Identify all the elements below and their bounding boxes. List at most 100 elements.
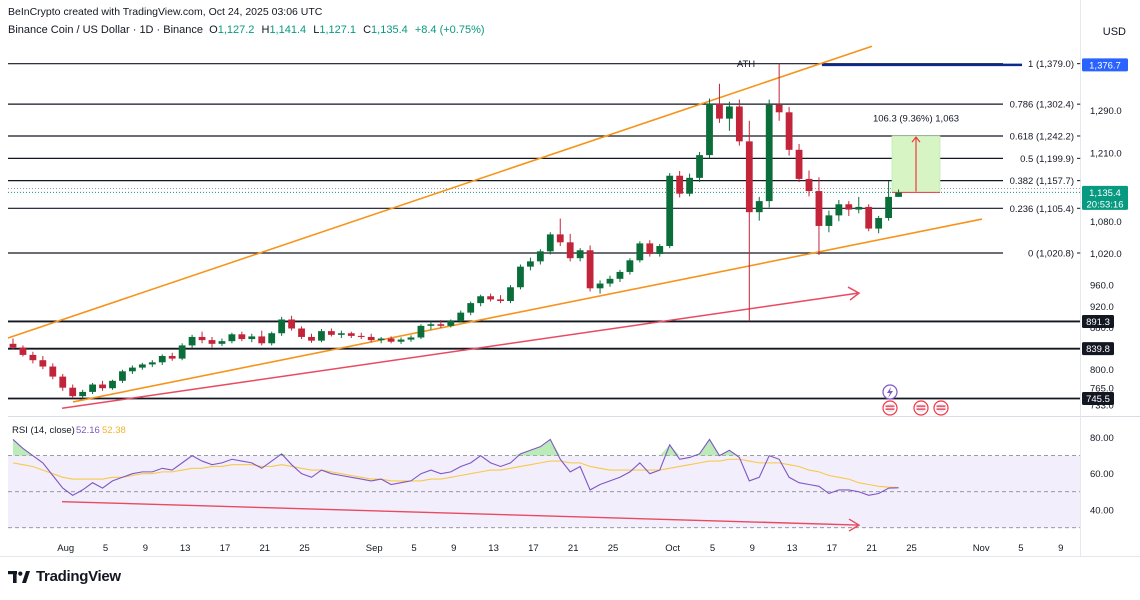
candle-body: [895, 192, 902, 197]
candle-body: [168, 355, 176, 359]
candle-body: [208, 340, 216, 344]
high-label: H: [261, 24, 270, 36]
fib-level-label: 0.382 (1,157.7): [1010, 176, 1074, 187]
open-value: 1,127.2: [217, 24, 255, 36]
time-tick-label: 25: [608, 543, 619, 554]
candle-body: [527, 261, 534, 267]
attribution-text: BeInCrypto created with TradingView.com,…: [8, 6, 323, 18]
rsi-title: RSI (14, close): [12, 425, 75, 436]
candle-body: [228, 334, 236, 342]
candle-body: [268, 333, 276, 344]
candle-body: [825, 215, 833, 226]
candle-body: [566, 242, 574, 259]
fib-level-label: 0.236 (1,105.4): [1010, 204, 1074, 215]
candle-body: [59, 376, 67, 388]
candle-body: [666, 175, 674, 247]
fib-level-label: 0.618 (1,242.2): [1010, 131, 1074, 142]
candle-body: [288, 319, 295, 329]
rsi-tick-label: 80.00: [1090, 433, 1114, 444]
candle-body: [298, 328, 305, 337]
rsi-pane: RSI (14, close) 52.16 52.38: [8, 425, 1080, 532]
fib-level-label: 1 (1,379.0): [1028, 59, 1074, 70]
price-tick-label: 880.0: [1090, 323, 1114, 334]
tradingview-brand: TradingView: [36, 568, 121, 585]
rsi-value: 52.16: [76, 425, 100, 436]
open-label: O: [209, 24, 218, 36]
candle-body: [745, 141, 753, 213]
change-value: +8.4 (+0.75%): [414, 24, 485, 36]
candle-body: [188, 336, 196, 346]
time-tick-label: 5: [411, 543, 416, 554]
fib-level-label: 0.5 (1,199.9): [1020, 154, 1074, 165]
candle-body: [39, 360, 47, 367]
price-pane: 1 (1,379.0) 0.786 (1,302.4) 0.618 (1,242.2…: [7, 45, 1140, 417]
candle-body: [9, 343, 17, 348]
time-tick-label: 9: [143, 543, 148, 554]
candle-body: [855, 206, 863, 210]
tradingview-logo[interactable]: TradingView: [8, 568, 121, 585]
channel-upper-line: [7, 45, 873, 339]
time-tick-label: 13: [180, 543, 191, 554]
time-tick-label: 25: [906, 543, 917, 554]
time-tick-label: 25: [299, 543, 310, 554]
chart-canvas[interactable]: 1 (1,379.0) 0.786 (1,302.4) 0.618 (1,242.2…: [0, 0, 1140, 560]
time-tick-label: 5: [1018, 543, 1023, 554]
support-price-tag: [1082, 342, 1114, 356]
rsi-tick-label: 60.00: [1090, 469, 1114, 480]
time-tick-label: 21: [259, 543, 270, 554]
currency-selector[interactable]: USD: [1102, 26, 1126, 38]
candle-body: [576, 250, 584, 259]
price-tag-label: 1,376.7: [1089, 60, 1121, 71]
candle-body: [178, 345, 186, 359]
rsi-divergence-arrowhead: [848, 518, 861, 532]
rsi-overbought-fill: [13, 439, 740, 456]
time-tick-label: 13: [488, 543, 499, 554]
price-tag-label: 1,135.4: [1089, 188, 1121, 199]
support-price-tag-label: 891.3: [1086, 317, 1110, 328]
candle-body: [706, 103, 713, 156]
close-label: C: [363, 24, 372, 36]
candle-body: [487, 296, 494, 300]
symbol-ohlc-legend: Binance Coin / US Dollar · 1D · Binance …: [8, 24, 489, 36]
symbol-title[interactable]: Binance Coin / US Dollar · 1D · Binance: [8, 24, 204, 36]
candle-body: [109, 380, 116, 389]
candle-body: [318, 331, 325, 341]
price-tick-label: 733.0: [1090, 401, 1114, 412]
us-flag-stripe: [916, 408, 926, 410]
candle-body: [596, 283, 604, 289]
support-price-tag: [1082, 314, 1114, 328]
rsi-line: [12, 438, 899, 496]
us-flag-stripe: [916, 405, 926, 407]
channel-lower-line: [72, 218, 983, 403]
candle-body: [79, 391, 87, 397]
candle-body: [735, 106, 743, 142]
rsi-ma-value: 52.38: [102, 425, 126, 436]
candle-body: [815, 191, 823, 226]
candle-body: [138, 364, 146, 368]
candle-body: [347, 333, 355, 336]
bull-trend-line: [61, 292, 859, 410]
candle-body: [467, 303, 475, 313]
candle-body: [497, 299, 504, 301]
time-tick-label: 17: [827, 543, 838, 554]
time-tick-label: 17: [528, 543, 539, 554]
candle-body: [397, 339, 405, 342]
candle-body: [148, 362, 156, 365]
candle-body: [129, 367, 136, 372]
candle-body: [626, 260, 634, 272]
time-axis-border: [0, 556, 1140, 557]
candle-body: [367, 336, 375, 341]
time-tick-label: 13: [787, 543, 798, 554]
tradingview-logo-icon: [8, 570, 30, 583]
candle-body: [278, 319, 286, 334]
price-tag: [1082, 58, 1128, 72]
candle-body: [785, 112, 793, 150]
low-value: 1,127.1: [319, 24, 357, 36]
price-tick-label: 1,020.0: [1090, 249, 1122, 260]
price-tick-label: 920.0: [1090, 302, 1114, 313]
lightning-glyph: [887, 387, 893, 398]
candle-body: [517, 266, 524, 288]
price-tag: [1082, 185, 1128, 210]
rsi-divergence-line: [61, 500, 859, 526]
time-tick-label: 5: [103, 543, 108, 554]
